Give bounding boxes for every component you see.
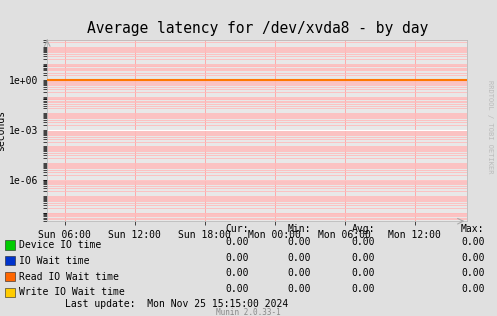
Text: 0.00: 0.00 — [287, 284, 311, 294]
Text: Avg:: Avg: — [352, 224, 375, 234]
Text: Last update:  Mon Nov 25 15:15:00 2024: Last update: Mon Nov 25 15:15:00 2024 — [65, 300, 288, 309]
Text: Write IO Wait time: Write IO Wait time — [19, 287, 125, 297]
Text: Read IO Wait time: Read IO Wait time — [19, 271, 119, 282]
Text: 0.00: 0.00 — [225, 253, 248, 263]
Text: 0.00: 0.00 — [461, 237, 485, 247]
Text: 0.00: 0.00 — [352, 237, 375, 247]
Text: Munin 2.0.33-1: Munin 2.0.33-1 — [216, 308, 281, 316]
Text: 0.00: 0.00 — [287, 269, 311, 278]
Title: Average latency for /dev/xvda8 - by day: Average latency for /dev/xvda8 - by day — [86, 21, 428, 36]
Text: 0.00: 0.00 — [225, 237, 248, 247]
Y-axis label: seconds: seconds — [0, 110, 6, 151]
Text: 0.00: 0.00 — [225, 284, 248, 294]
Text: Max:: Max: — [461, 224, 485, 234]
Text: Min:: Min: — [287, 224, 311, 234]
Text: Device IO time: Device IO time — [19, 240, 101, 250]
Text: 0.00: 0.00 — [287, 253, 311, 263]
Text: 0.00: 0.00 — [461, 269, 485, 278]
Text: 0.00: 0.00 — [461, 284, 485, 294]
Text: 0.00: 0.00 — [287, 237, 311, 247]
Text: 0.00: 0.00 — [461, 253, 485, 263]
Text: IO Wait time: IO Wait time — [19, 256, 89, 266]
Text: 0.00: 0.00 — [352, 269, 375, 278]
Text: 0.00: 0.00 — [225, 269, 248, 278]
Text: RRDTOOL / TOBI OETIKER: RRDTOOL / TOBI OETIKER — [487, 80, 493, 173]
Text: Cur:: Cur: — [225, 224, 248, 234]
Text: 0.00: 0.00 — [352, 284, 375, 294]
Text: 0.00: 0.00 — [352, 253, 375, 263]
